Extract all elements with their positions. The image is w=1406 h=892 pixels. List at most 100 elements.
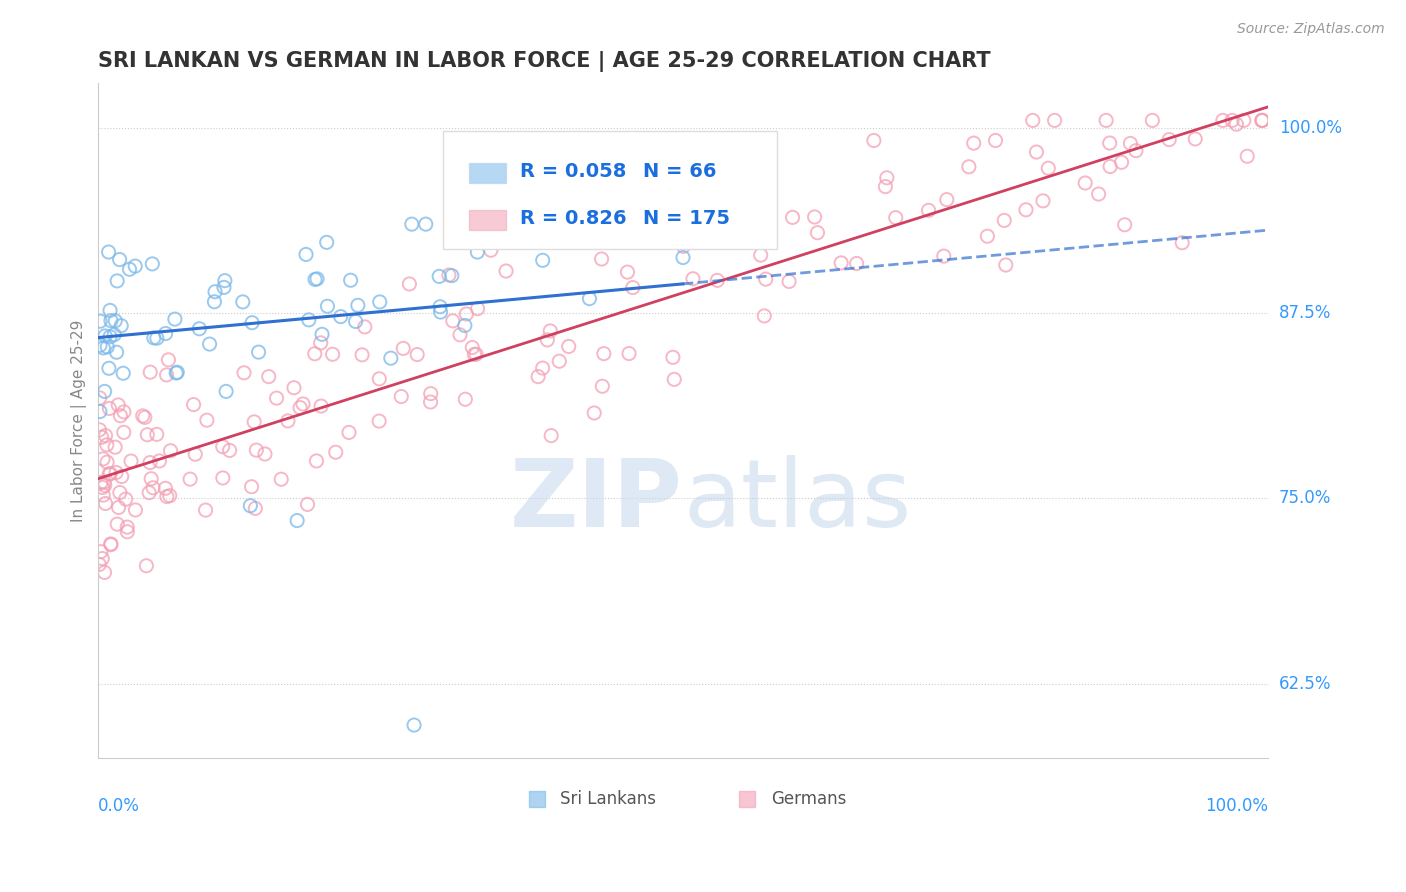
Point: [285, 514, 308, 528]
Point: [467, 301, 489, 316]
Point: [591, 379, 613, 393]
Point: [749, 248, 772, 262]
Point: [429, 305, 451, 319]
Point: [875, 179, 897, 194]
Point: [427, 269, 450, 284]
Text: 87.5%: 87.5%: [1279, 304, 1331, 322]
Point: [139, 456, 162, 470]
Point: [142, 481, 165, 495]
Point: [90, 544, 112, 558]
Point: [778, 275, 800, 289]
Point: [463, 347, 485, 361]
Point: [188, 322, 211, 336]
Text: 0.0%: 0.0%: [98, 797, 141, 814]
Point: [1250, 113, 1272, 128]
Point: [304, 347, 326, 361]
Point: [429, 300, 451, 314]
Point: [198, 337, 221, 351]
Point: [782, 211, 804, 225]
Point: [727, 222, 749, 236]
Point: [295, 247, 318, 261]
Point: [134, 410, 156, 425]
Point: [1220, 113, 1243, 128]
Text: R = 0.058: R = 0.058: [520, 162, 627, 181]
Point: [415, 217, 437, 231]
Point: [233, 366, 256, 380]
Point: [1038, 161, 1060, 176]
Point: [1251, 113, 1274, 128]
Point: [108, 252, 131, 267]
Point: [984, 133, 1007, 147]
Point: [253, 447, 276, 461]
Point: [548, 354, 571, 368]
Point: [368, 294, 391, 309]
Point: [368, 372, 391, 386]
Text: ZIP: ZIP: [510, 456, 683, 548]
Point: [114, 492, 136, 507]
Point: [531, 361, 554, 376]
Point: [1233, 113, 1256, 128]
Point: [107, 398, 129, 412]
Point: [461, 341, 484, 355]
Point: [406, 347, 429, 361]
Point: [1099, 160, 1122, 174]
Text: Source: ZipAtlas.com: Source: ZipAtlas.com: [1237, 22, 1385, 37]
Point: [1098, 136, 1121, 150]
Point: [118, 262, 141, 277]
Point: [592, 346, 614, 360]
Point: [884, 211, 907, 225]
Point: [591, 252, 613, 266]
Point: [803, 210, 825, 224]
Point: [456, 307, 478, 321]
Point: [1251, 113, 1274, 128]
Point: [368, 414, 391, 428]
Point: [1043, 113, 1066, 128]
Point: [734, 210, 756, 224]
Point: [141, 472, 163, 486]
Point: [89, 404, 111, 418]
Point: [98, 329, 121, 343]
Point: [538, 324, 561, 338]
FancyBboxPatch shape: [470, 211, 506, 229]
Point: [155, 481, 177, 495]
Y-axis label: In Labor Force | Age 25-29: In Labor Force | Age 25-29: [72, 319, 87, 522]
Point: [96, 340, 118, 354]
Point: [325, 445, 347, 459]
Point: [93, 475, 115, 489]
Point: [257, 369, 280, 384]
Point: [353, 319, 375, 334]
Point: [98, 467, 121, 481]
Point: [441, 314, 464, 328]
Point: [94, 329, 117, 343]
Point: [583, 406, 606, 420]
Point: [305, 454, 328, 468]
Point: [467, 245, 489, 260]
Point: [465, 347, 488, 361]
Point: [380, 351, 402, 366]
Text: N = 66: N = 66: [644, 162, 717, 181]
Point: [98, 467, 121, 481]
Point: [89, 391, 111, 405]
Point: [993, 213, 1015, 227]
FancyBboxPatch shape: [470, 163, 506, 183]
Point: [218, 443, 240, 458]
Point: [616, 265, 638, 279]
Point: [437, 268, 460, 282]
Point: [91, 451, 114, 466]
Point: [1087, 187, 1109, 202]
Text: 62.5%: 62.5%: [1279, 674, 1331, 692]
Point: [637, 217, 659, 231]
Point: [100, 538, 122, 552]
Text: 100.0%: 100.0%: [1279, 119, 1341, 136]
Point: [91, 551, 114, 566]
Point: [94, 428, 117, 442]
Point: [1015, 202, 1038, 217]
Point: [690, 192, 713, 206]
Point: [211, 440, 233, 454]
Point: [148, 454, 170, 468]
Point: [672, 239, 695, 253]
Point: [309, 335, 332, 350]
Text: atlas: atlas: [683, 456, 911, 548]
Point: [527, 369, 550, 384]
Text: 75.0%: 75.0%: [1279, 490, 1331, 508]
